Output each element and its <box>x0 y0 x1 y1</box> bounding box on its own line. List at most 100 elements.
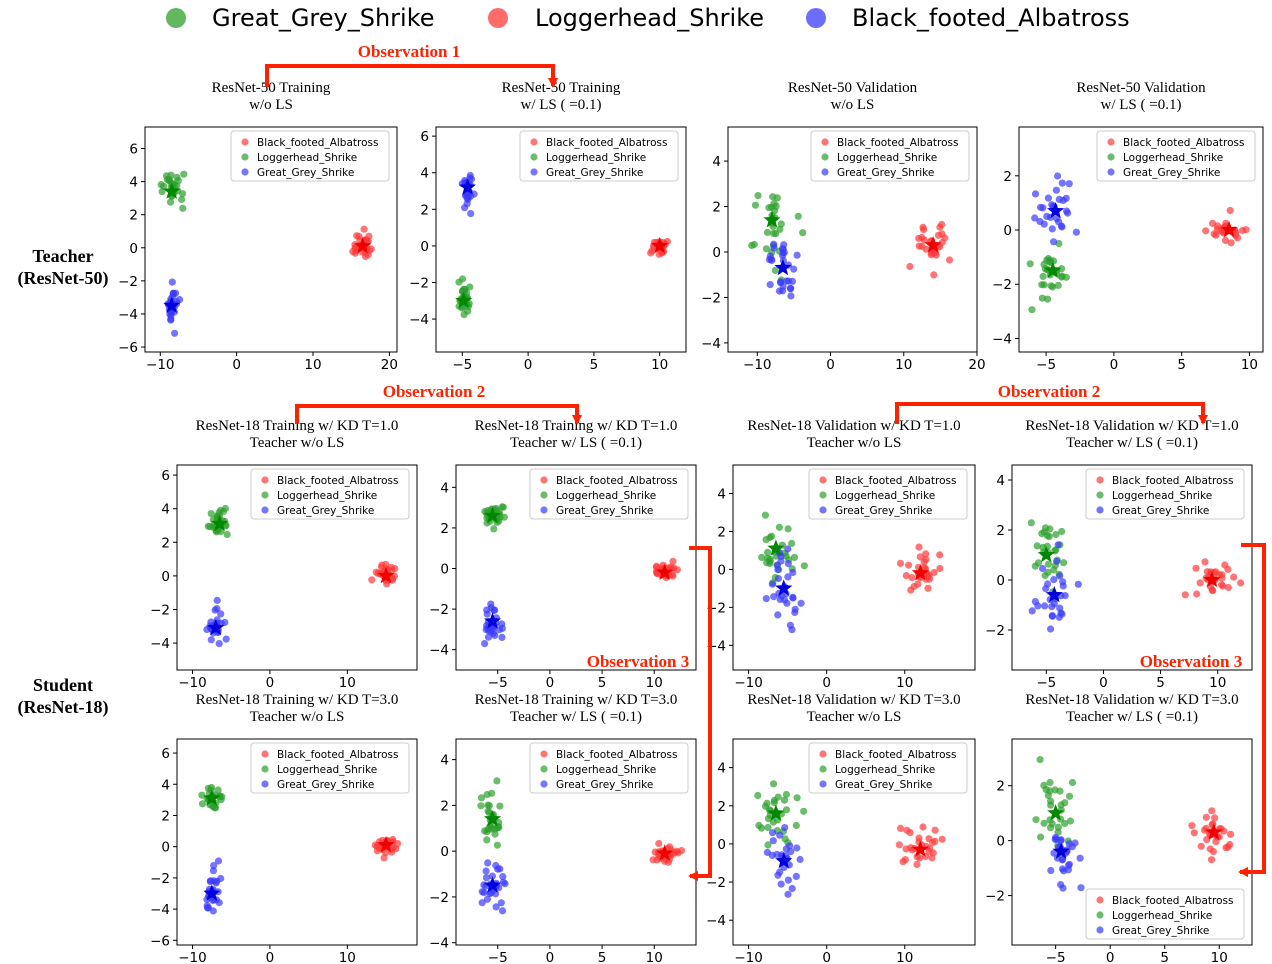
scatter-point <box>1068 778 1077 787</box>
scatter-point <box>378 563 386 571</box>
centroid-star <box>377 836 395 853</box>
scatter-point <box>217 506 225 514</box>
scatter-point <box>394 840 402 848</box>
scatter-point <box>1053 215 1061 223</box>
scatter-point <box>1218 581 1226 589</box>
scatter-point <box>775 523 784 531</box>
scatter-point <box>1046 778 1054 787</box>
scatter-point <box>1197 842 1205 850</box>
scatter-point <box>493 841 501 849</box>
legend-label: Loggerhead_Shrike <box>1112 910 1212 922</box>
x-tick-label: −5 <box>1046 950 1066 964</box>
scatter-point <box>800 562 809 570</box>
y-tick-label: 2 <box>712 200 721 216</box>
legend-label: Great_Grey_Shrike <box>546 167 643 179</box>
scatter-point <box>1071 839 1079 847</box>
centroid-star <box>1044 261 1062 278</box>
panel-title: w/ LS ( =0.1) <box>521 97 602 113</box>
panel-title: ResNet-18 Training w/ KD T=1.0 <box>475 418 678 434</box>
y-tick-label: 4 <box>712 154 721 170</box>
y-tick-label: 0 <box>712 245 721 261</box>
scatter-point <box>791 608 799 617</box>
legend-marker <box>540 491 548 499</box>
legend-marker <box>261 750 269 758</box>
row-label-teacher-2: (ResNet-50) <box>18 268 109 289</box>
legend-marker <box>241 153 249 161</box>
y-tick-label: 0 <box>420 239 429 255</box>
scatter-point <box>784 525 792 533</box>
scatter-point <box>477 802 485 810</box>
scatter-point <box>491 830 499 838</box>
panel-title: Teacher w/o LS <box>807 709 902 725</box>
scatter-point <box>1038 281 1046 289</box>
centroid-star <box>484 612 502 629</box>
legend-marker <box>821 168 829 176</box>
y-tick-label: 2 <box>161 808 170 824</box>
scatter-point <box>484 825 492 833</box>
x-tick-label: −10 <box>734 950 763 964</box>
scatter-point <box>1060 867 1068 875</box>
panel-title: ResNet-18 Validation w/ KD T=3.0 <box>747 692 960 708</box>
scatter-point <box>389 835 397 844</box>
scatter-point <box>754 791 762 800</box>
scatter-point <box>171 329 179 337</box>
scatter-point <box>499 873 507 881</box>
scatter-point <box>913 860 921 869</box>
scatter-point <box>1031 562 1039 570</box>
scatter-point <box>784 573 792 581</box>
y-tick-label: 2 <box>1003 169 1012 185</box>
y-tick-label: 0 <box>161 569 170 585</box>
row-label-student-1: Student <box>33 675 93 695</box>
x-tick-label: 10 <box>1211 950 1228 964</box>
legend-marker <box>530 138 538 146</box>
scatter-point <box>483 791 491 799</box>
x-tick-label: 10 <box>339 950 356 964</box>
top-legend-label-3: Black_footed_Albatross <box>852 4 1130 32</box>
scatter-point <box>1058 223 1066 231</box>
y-tick-label: 0 <box>440 562 449 578</box>
legend-marker <box>530 168 538 176</box>
panel-title: ResNet-50 Validation <box>1076 80 1206 96</box>
scatter-point <box>501 880 509 888</box>
scatter-point <box>788 277 797 285</box>
scatter-point <box>922 550 930 558</box>
scatter-point <box>1054 823 1062 831</box>
scatter-point <box>913 853 921 861</box>
observation-3a-arrow <box>688 546 712 881</box>
scatter-point <box>1049 283 1057 291</box>
legend-marker <box>540 765 548 773</box>
x-tick-label: 10 <box>1241 357 1258 373</box>
legend-box <box>529 742 689 794</box>
scatter-point <box>931 826 939 834</box>
y-tick-label: 0 <box>129 241 138 257</box>
scatter-point <box>769 837 777 845</box>
scatter-point <box>799 229 807 237</box>
scatter-point <box>1038 294 1046 302</box>
scatter-point <box>936 564 944 573</box>
scatter-point <box>490 525 498 533</box>
scatter-point <box>178 195 186 204</box>
scatter-point <box>466 283 474 291</box>
y-tick-label: −2 <box>985 889 1005 905</box>
scatter-point <box>677 847 686 855</box>
top-legend-marker-blue <box>806 8 826 28</box>
y-tick-label: 0 <box>440 844 449 860</box>
x-tick-label: 10 <box>895 357 912 373</box>
y-tick-label: 2 <box>996 523 1005 539</box>
scatter-point <box>763 848 772 857</box>
scatter-point <box>1190 829 1198 837</box>
scatter-point <box>1031 214 1039 222</box>
observation-2a-label: Observation 2 <box>383 382 485 401</box>
legend-marker <box>1096 926 1104 934</box>
scatter-point <box>762 245 771 253</box>
top-legend-label-2: Loggerhead_Shrike <box>535 4 764 32</box>
y-tick-label: −2 <box>150 871 170 887</box>
scatter-point <box>748 241 756 249</box>
x-tick-label: 5 <box>1177 357 1186 373</box>
legend-marker <box>821 138 829 146</box>
y-tick-label: 2 <box>440 798 449 814</box>
x-tick-label: 0 <box>266 675 275 691</box>
scatter-point <box>763 228 772 236</box>
